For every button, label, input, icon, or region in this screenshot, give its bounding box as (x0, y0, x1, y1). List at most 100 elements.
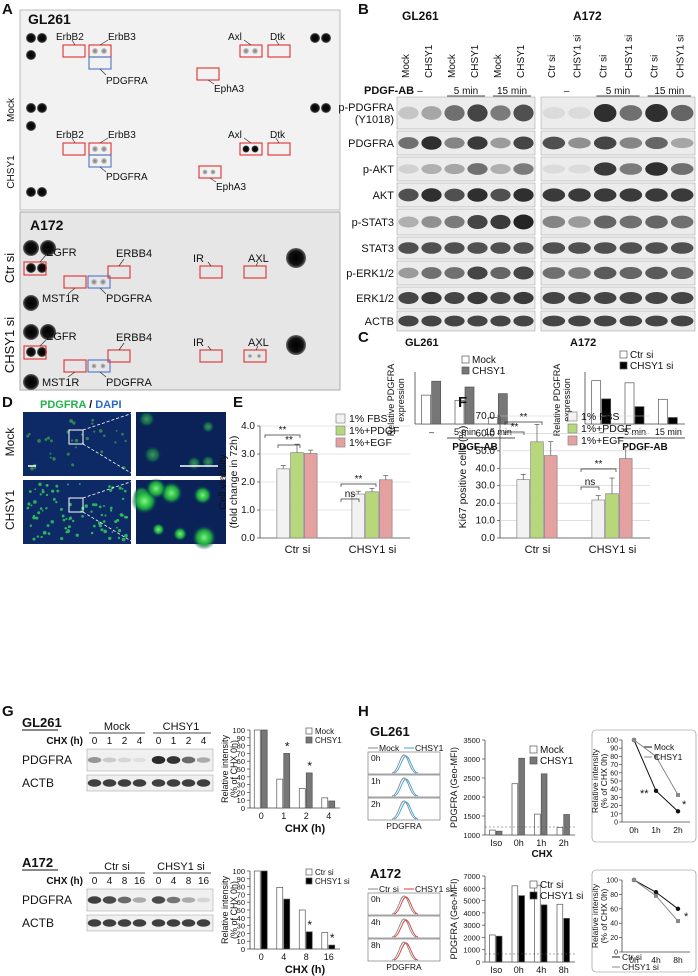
f-chart-legend-0: 1% FBS (581, 411, 620, 423)
h-bar-a172-yticklabel-5: 5000 (463, 897, 480, 906)
b-band-1-0-0 (398, 137, 419, 149)
d-signal-dot (36, 535, 40, 538)
row-label-ctr-si: Ctr si (2, 253, 17, 283)
g-chart-gl261-yticklabel-2: 20 (237, 788, 245, 797)
g-chart-a172-yticklabel-2: 20 (237, 929, 245, 938)
b-band-6-0-4 (490, 266, 511, 280)
g-gl261-time-0: 0 (92, 736, 98, 747)
b-band-5-1-3 (619, 242, 643, 254)
g-chart-gl261-bar-0-0 (253, 729, 261, 809)
d-signal-dot (37, 511, 41, 515)
g-chart-a172-legend-swatch-1 (305, 877, 313, 885)
b-time-5-0: 5 min (454, 86, 478, 97)
c-a172-bar-0-1 (624, 382, 635, 425)
b-treatment-label: PDGF-AB (364, 85, 414, 97)
h-bar-a172-cat-3: 8h (559, 965, 569, 975)
chart-h-a172-line: 0 20 40 60 80 100 0h 4h 8h Relative intensity (% o… (590, 869, 697, 973)
h-bar-a172-yticklabel-4: 4000 (463, 909, 480, 918)
e-chart-legend-1: 1%+PDGF (349, 425, 399, 437)
d-signal-dot (121, 487, 124, 490)
b-band-0-1-5 (670, 104, 694, 122)
d-signal-dot (121, 497, 125, 501)
b-band-3-1-2 (593, 188, 617, 202)
g-chart-a172-legend-swatch-0 (305, 868, 313, 876)
g-a172-time-5: 4 (171, 876, 177, 887)
g-chart-gl261-ylabel-1: Relative intensity (220, 734, 230, 803)
f-chart-bar-2-1 (619, 458, 633, 539)
d-signal-dot (115, 526, 118, 529)
b-band-6-1-0 (542, 267, 566, 279)
h-line-a172-point-1-1 (654, 893, 658, 898)
b-band-1-1-4 (645, 136, 668, 150)
d-signal-dot (100, 528, 104, 532)
h-gl261-hist-curve-a-2 (391, 800, 417, 820)
b-band-1-0-3 (467, 136, 488, 150)
b-band-2-0-5 (513, 163, 534, 175)
g-gl261-title: GL261 (22, 715, 62, 730)
g-a172-time-2: 8 (122, 876, 128, 887)
e-chart-yticklabel-1: 1.0 (241, 505, 255, 516)
g-chart-gl261-yticklabel-7: 70 (237, 749, 245, 758)
panel-b: B GL261 A172 PDGF-AB Mock CHSY1 Mock CHSY1 M… (338, 1, 696, 332)
b-lane-a172-4: Ctr si (650, 55, 661, 78)
b-blot-strip-3-0 (396, 182, 536, 208)
b-a172-title: A172 (573, 9, 602, 23)
d-signal-dot (71, 519, 75, 523)
g-chart-a172-bar-0-2 (298, 909, 306, 950)
d-signal-dot (124, 533, 128, 538)
f-chart-yticklabel-4: 40.0 (476, 463, 496, 474)
d-signal-dot (108, 536, 112, 540)
d-signal-dot (55, 484, 59, 488)
b-band-0-0-0 (398, 106, 419, 120)
c-gl261-title: GL261 (405, 337, 439, 349)
chart-h-gl261-bar: 1000 1500 2000 2500 3000 3500 Iso 0h 1h 2h PDGFRA … (449, 736, 575, 860)
e-chart-bar-0-1 (351, 493, 365, 539)
f-chart-yticklabel-6: 60.0 (476, 428, 496, 439)
h-a172-leg-0: Ctr si (379, 884, 399, 894)
b-band-0-1-3 (619, 105, 643, 121)
d-zoom-line-top-chsy1 (82, 479, 137, 499)
c-gl261-cat-2: 15 min (485, 427, 512, 437)
b-band-2-1-2 (593, 162, 617, 176)
h-line-gl261-point-1-2 (676, 792, 680, 797)
d-signal-dot (32, 516, 36, 520)
h-line-a172-cat-2: 8h (673, 955, 683, 965)
b-band-5-1-1 (568, 242, 591, 254)
h-bar-gl261-bar-1-0 (495, 830, 503, 836)
g-chart-a172-yticklabel-4: 40 (237, 914, 245, 923)
b-time-labels: – 5 min 15 min – 5 min 15 min (417, 86, 691, 97)
d-signal-dot (84, 504, 89, 508)
g-chart-gl261-star-1: * (307, 759, 312, 773)
h-bar-gl261-bar-0-1 (511, 783, 519, 836)
e-chart-bar-1-1 (365, 491, 379, 539)
b-band-8-1-4 (645, 315, 668, 327)
b-band-4-0-0 (398, 216, 419, 228)
e-chart-sig-label-3: ** (355, 474, 363, 485)
b-time-15-0: 15 min (497, 86, 527, 97)
b-band-7-1-4 (645, 292, 668, 304)
h-line-gl261-cat-2: 2h (673, 825, 683, 835)
h-a172-hist-curve-b-0 (393, 896, 419, 915)
d-signal-dot (114, 520, 118, 524)
e-chart-cat-1: CHSY1 si (349, 544, 397, 556)
h-gl261-hist-curve-b-2 (393, 801, 419, 820)
g-chart-gl261-ylabel-2: (% of CHX 0h) (229, 740, 239, 798)
b-blot-label-0-1: (Y1018) (355, 114, 394, 126)
g-chart-a172-star-0: * (307, 918, 312, 932)
g-a172-band-0-0 (87, 896, 102, 904)
d-signal-dot (60, 536, 64, 541)
d-signal-dot (67, 525, 71, 529)
d-signal-dot (55, 500, 58, 504)
a172-leaders (39, 254, 259, 378)
f-chart-yticklabel-3: 30.0 (476, 481, 496, 492)
c-a172-cat-0: – (599, 427, 604, 437)
b-band-8-1-5 (670, 315, 694, 327)
h-line-gl261-yticklabel-1: 10 (610, 811, 618, 818)
e-chart-bar-2-0 (304, 453, 318, 539)
g-chart-a172-yticklabel-1: 10 (237, 937, 245, 946)
d-zoom-box-chsy1 (68, 497, 84, 513)
g-gl261-band-1-5 (166, 779, 181, 787)
c-gl261-bar-1-2 (497, 393, 508, 425)
g-chart-gl261-yticklabel-10: 100 (232, 726, 245, 735)
